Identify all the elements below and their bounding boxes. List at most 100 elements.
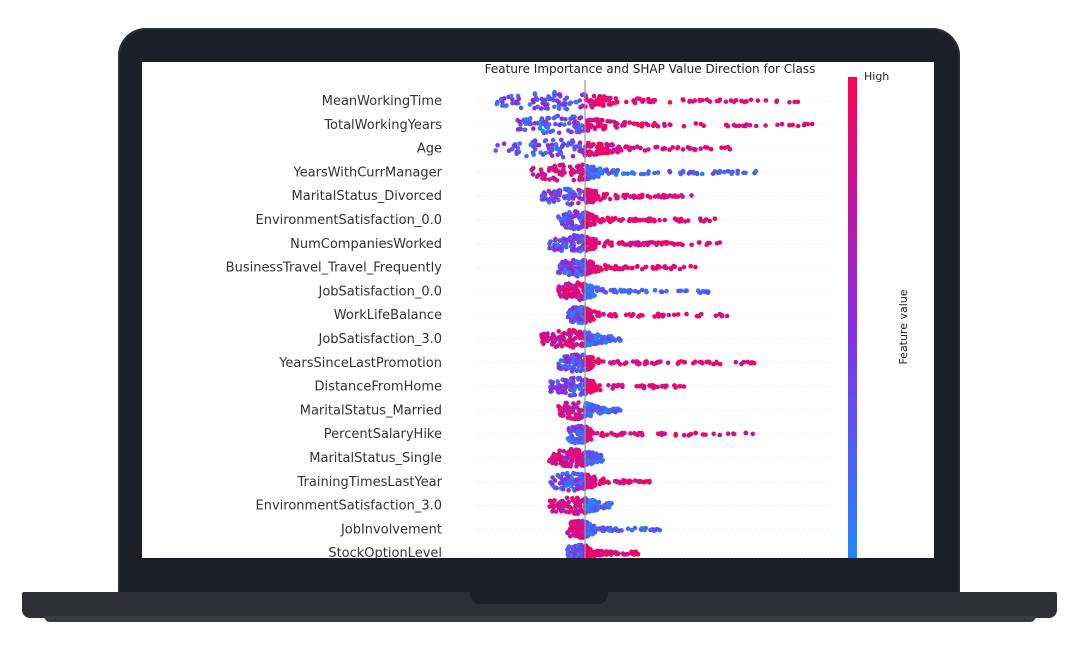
shap-point	[578, 545, 583, 550]
shap-point	[551, 115, 557, 121]
shap-point	[577, 98, 583, 103]
shap-point	[577, 440, 582, 445]
shap-point	[584, 520, 590, 525]
shap-point	[524, 153, 529, 159]
shap-point	[499, 96, 504, 102]
shap-point	[591, 117, 597, 123]
shap-point	[614, 125, 620, 130]
shap-point	[614, 121, 620, 126]
shap-point	[495, 143, 500, 148]
shap-point	[545, 331, 550, 336]
shap-point	[568, 526, 574, 531]
shap-point	[563, 363, 568, 369]
shap-point	[604, 432, 610, 438]
shap-point	[538, 171, 544, 177]
chart-title: Feature Importance and SHAP Value Direct…	[485, 62, 816, 76]
shap-point	[657, 264, 662, 270]
shap-point	[562, 237, 568, 242]
shap-point	[578, 104, 583, 110]
shap-point	[576, 262, 581, 267]
shap-point	[558, 358, 564, 363]
shap-point	[580, 518, 585, 524]
shap-point	[542, 102, 548, 107]
shap-point	[610, 100, 615, 106]
shap-point	[564, 380, 569, 385]
shap-point	[571, 177, 577, 183]
shap-point	[536, 142, 542, 148]
shap-point	[556, 329, 561, 334]
shap-point	[559, 137, 564, 143]
shap-point	[592, 267, 597, 273]
shap-point	[561, 336, 566, 342]
shap-point	[556, 92, 561, 97]
shap-point	[617, 338, 623, 344]
shap-point	[588, 525, 594, 531]
shap-point	[605, 479, 610, 485]
feature-label: JobInvolvement	[340, 522, 442, 537]
shap-point	[639, 287, 645, 293]
shap-point	[579, 171, 584, 177]
shap-point	[516, 96, 522, 101]
shap-point	[559, 259, 565, 265]
shap-point	[631, 195, 637, 200]
shap-point	[763, 98, 769, 103]
shap-point	[597, 481, 602, 487]
shap-point	[577, 249, 583, 254]
shap-point	[640, 266, 645, 272]
shap-point	[790, 122, 795, 128]
shap-point	[574, 312, 579, 318]
shap-point	[576, 362, 582, 368]
shap-point	[669, 240, 674, 246]
shap-point	[556, 474, 562, 479]
shap-point	[657, 217, 662, 223]
shap-point	[557, 334, 562, 340]
shap-point	[538, 121, 543, 127]
shap-point	[594, 430, 600, 436]
shap-point	[549, 381, 555, 387]
shap-point	[517, 141, 522, 146]
shap-point	[576, 200, 581, 206]
shap-point	[682, 360, 688, 365]
shap-point	[547, 96, 553, 101]
shap-point	[636, 479, 641, 484]
shap-point	[554, 143, 559, 148]
shap-point	[779, 121, 785, 127]
shap-point	[558, 294, 564, 299]
shap-point	[569, 368, 575, 374]
feature-label: BusinessTravel_Travel_Frequently	[226, 261, 443, 276]
shap-point	[588, 190, 593, 195]
shap-point	[594, 193, 599, 198]
shap-point	[637, 313, 642, 319]
shap-point	[570, 360, 576, 365]
shap-point	[662, 217, 668, 223]
shap-point	[557, 481, 563, 486]
shap-point	[680, 168, 686, 174]
shap-point	[569, 201, 575, 206]
shap-point	[575, 121, 581, 126]
shap-point	[631, 98, 636, 103]
shap-point	[598, 150, 603, 156]
shap-point	[693, 121, 699, 126]
shap-point	[606, 171, 612, 176]
shap-point	[583, 485, 588, 491]
shap-point	[553, 503, 559, 508]
shap-point	[658, 313, 664, 318]
shap-point	[574, 164, 580, 170]
shap-point	[625, 171, 630, 176]
shap-point	[563, 385, 569, 390]
shap-point	[541, 341, 546, 347]
shap-point	[598, 387, 603, 393]
shap-point	[571, 327, 576, 333]
shap-point	[579, 272, 584, 277]
shap-point	[631, 121, 637, 127]
shap-point	[637, 431, 643, 436]
shap-point	[553, 166, 559, 171]
shap-point	[540, 128, 546, 134]
shap-point	[652, 314, 657, 319]
shap-point	[596, 266, 601, 272]
shap-point	[710, 171, 716, 177]
shap-point	[689, 193, 694, 198]
shap-point	[719, 313, 725, 319]
shap-point	[592, 333, 598, 339]
shap-point	[528, 142, 534, 148]
